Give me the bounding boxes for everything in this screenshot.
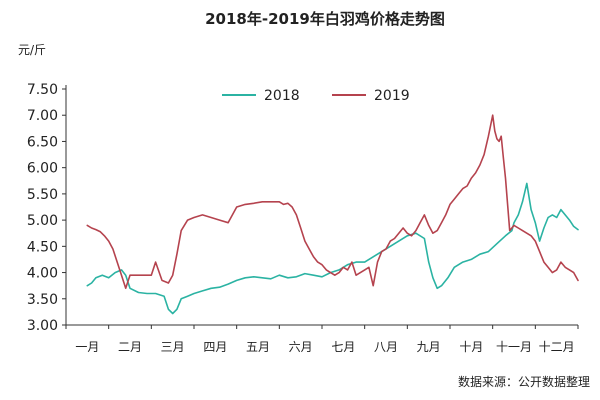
series-lines [86,114,579,315]
x-tick-label: 三月 [161,340,185,354]
x-tick-label: 五月 [246,340,270,354]
y-tick-label: 4.00 [27,266,58,282]
y-tick-label: 6.50 [27,134,58,150]
x-tick-label: 六月 [289,340,313,354]
series-line-2019 [86,114,579,290]
y-tick-label: 4.50 [27,239,58,255]
y-tick-label: 6.00 [27,161,58,177]
x-tick-label: 九月 [417,340,441,354]
x-tick-label: 一月 [75,340,99,354]
y-axis-unit-label: 元/斤 [18,43,46,57]
y-tick-label: 7.00 [27,108,58,124]
x-axis: 一月 二月 三月 四月 五月 六月 七月 八月 九月 十月 十一月 十二月 [65,324,579,354]
data-source-note: 数据来源：公开数据整理 [458,374,590,389]
series-line-2018 [86,182,579,315]
legend: 2018 2019 [222,88,410,104]
y-tick-label: 7.50 [27,82,58,98]
x-tick-label: 七月 [331,340,355,354]
y-tick-label: 5.00 [27,213,58,229]
y-tick-label: 3.50 [27,292,58,308]
legend-label-2019: 2019 [374,88,410,104]
y-axis: 7.50 7.00 6.50 6.00 5.50 5.00 4.50 4.00 3.50 3.00 [27,82,67,334]
x-tick-label: 四月 [203,340,227,354]
x-tick-label: 二月 [118,340,142,354]
legend-label-2018: 2018 [264,88,300,104]
y-tick-label: 5.50 [27,187,58,203]
x-tick-label: 十一月 [496,340,532,354]
y-tick-label: 3.00 [27,318,58,334]
chart-title: 2018年-2019年白羽鸡价格走势图 [205,10,445,28]
x-tick-label: 八月 [374,340,398,354]
x-tick-label: 十月 [459,340,483,354]
x-tick-label: 十二月 [539,340,575,354]
